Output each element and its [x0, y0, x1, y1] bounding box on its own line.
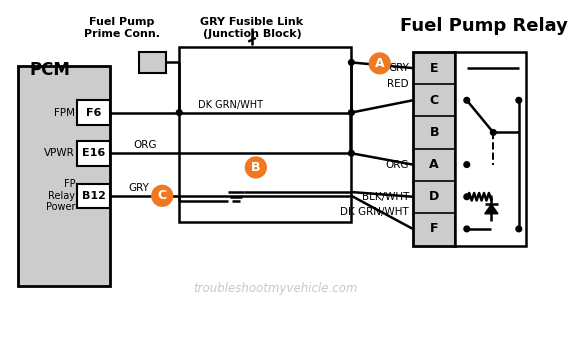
Circle shape — [349, 60, 354, 65]
Text: F6: F6 — [86, 107, 101, 118]
Text: GRY: GRY — [388, 63, 409, 73]
Text: FPM: FPM — [54, 107, 75, 118]
Polygon shape — [485, 204, 498, 214]
Bar — [19, 66, 110, 286]
Circle shape — [464, 194, 470, 199]
Text: VPWR: VPWR — [45, 148, 75, 158]
Text: DK GRN/WHT: DK GRN/WHT — [198, 100, 263, 110]
Text: BLK/WHT: BLK/WHT — [362, 192, 409, 202]
Text: PCM: PCM — [30, 62, 71, 79]
Text: B: B — [251, 161, 260, 174]
Circle shape — [464, 162, 470, 167]
Text: B: B — [429, 126, 439, 139]
Text: D: D — [429, 190, 439, 203]
Bar — [413, 52, 455, 246]
Text: A: A — [429, 158, 439, 171]
Text: F: F — [430, 222, 438, 236]
Circle shape — [369, 53, 390, 74]
Text: E16: E16 — [82, 148, 105, 158]
Circle shape — [464, 97, 470, 103]
Text: Fuel Pump Relay: Fuel Pump Relay — [400, 17, 568, 35]
Circle shape — [176, 110, 182, 116]
Text: DK GRN/WHT: DK GRN/WHT — [340, 207, 409, 217]
Circle shape — [349, 150, 354, 156]
Bar — [179, 47, 351, 222]
Text: A: A — [375, 57, 385, 70]
Text: C: C — [158, 189, 167, 202]
Text: FP
Relay
Power: FP Relay Power — [46, 179, 75, 212]
Text: ORG: ORG — [386, 160, 409, 170]
Circle shape — [516, 97, 521, 103]
Circle shape — [152, 186, 173, 206]
Text: RED: RED — [387, 79, 409, 89]
Text: troubleshootmyvehicle.com: troubleshootmyvehicle.com — [194, 282, 358, 295]
Circle shape — [464, 226, 470, 232]
Bar — [455, 52, 527, 246]
Text: E: E — [430, 62, 438, 75]
Bar — [77, 100, 110, 125]
Bar — [140, 52, 166, 73]
Bar — [77, 141, 110, 166]
Text: GRY Fusible Link
(Junction Block): GRY Fusible Link (Junction Block) — [201, 17, 303, 40]
Text: GRY: GRY — [128, 183, 149, 193]
Text: C: C — [430, 94, 438, 107]
Bar — [77, 183, 110, 208]
Text: ORG: ORG — [133, 140, 157, 150]
Text: Fuel Pump
Prime Conn.: Fuel Pump Prime Conn. — [84, 17, 160, 40]
Circle shape — [349, 110, 354, 116]
Circle shape — [491, 130, 496, 135]
Circle shape — [516, 226, 521, 232]
Circle shape — [245, 157, 266, 178]
Text: B12: B12 — [82, 191, 106, 201]
